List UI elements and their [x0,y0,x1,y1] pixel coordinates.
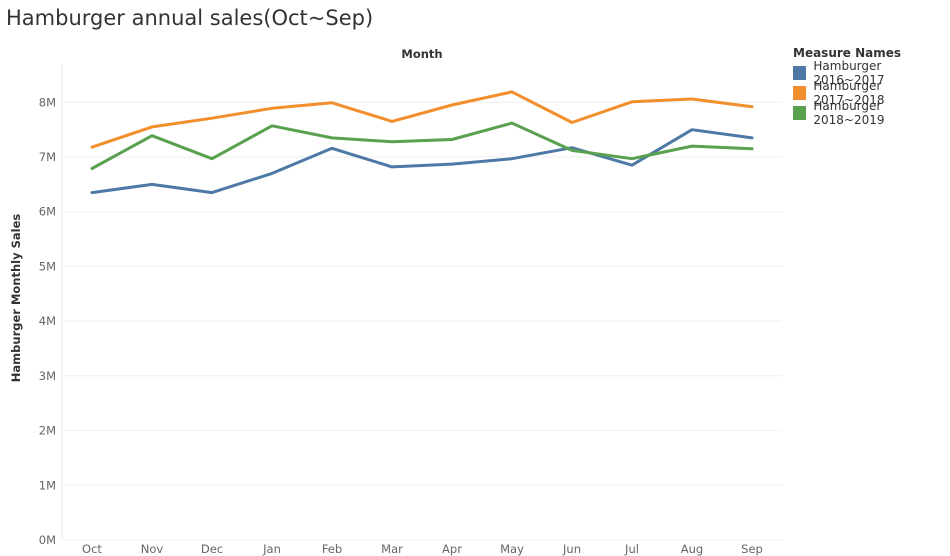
x-axis-ticks: Oct Nov Dec Jan Feb Mar Apr May Jun Jul Aug Sep [82,542,763,556]
chart-title: Hamburger annual sales(Oct~Sep) [6,6,374,30]
x-tick-label: Mar [381,542,403,556]
legend: Measure Names Hamburger 2016~2017 Hambur… [793,46,950,127]
x-tick-label: Aug [681,542,703,556]
legend-swatch-2017-2018 [793,86,807,100]
gridlines [61,64,782,541]
legend-label: Hamburger 2017~2018 [813,79,885,107]
series-line-0[interactable] [90,128,754,195]
legend-swatch-2018-2019 [793,106,807,120]
y-tick-label: 7M [39,150,56,164]
x-tick-label: Sep [741,542,763,556]
series-line-2[interactable] [90,121,754,170]
x-tick-label: Dec [201,542,223,556]
y-axis-ticks: 0M 1M 2M 3M 4M 5M 6M 7M 8M [39,95,56,547]
y-tick-label: 5M [39,259,56,273]
legend-item[interactable]: Hamburger 2018~2019 [793,99,950,127]
legend-swatch-2016-2017 [793,66,807,80]
y-tick-label: 8M [39,95,56,109]
x-axis-title: Month [401,47,442,61]
x-tick-label: Feb [322,542,342,556]
line-chart: 0M 1M 2M 3M 4M 5M 6M 7M 8M Oct Nov Dec Jan Feb Mar Apr… [9,47,782,556]
y-tick-label: 4M [39,314,56,328]
x-tick-label: Nov [141,542,164,556]
series-lines [90,90,754,195]
series-line-1[interactable] [90,90,754,149]
legend-label: Hamburger 2018~2019 [813,99,885,127]
x-tick-label: Jun [562,542,581,556]
y-axis-title: Hamburger Monthly Sales [9,214,23,383]
x-tick-label: Jul [624,542,639,556]
legend-item[interactable]: Hamburger 2017~2018 [793,79,950,107]
y-tick-label: 2M [39,424,56,438]
y-tick-label: 1M [39,478,56,492]
x-tick-label: Jan [262,542,281,556]
x-tick-label: Apr [442,542,462,556]
legend-item[interactable]: Hamburger 2016~2017 [793,59,950,87]
y-tick-label: 3M [39,369,56,383]
x-tick-label: Oct [82,542,102,556]
x-tick-label: May [500,542,524,556]
y-tick-label: 6M [39,205,56,219]
y-tick-label: 0M [39,533,56,547]
legend-label: Hamburger 2016~2017 [813,59,885,87]
legend-title: Measure Names [793,46,902,60]
